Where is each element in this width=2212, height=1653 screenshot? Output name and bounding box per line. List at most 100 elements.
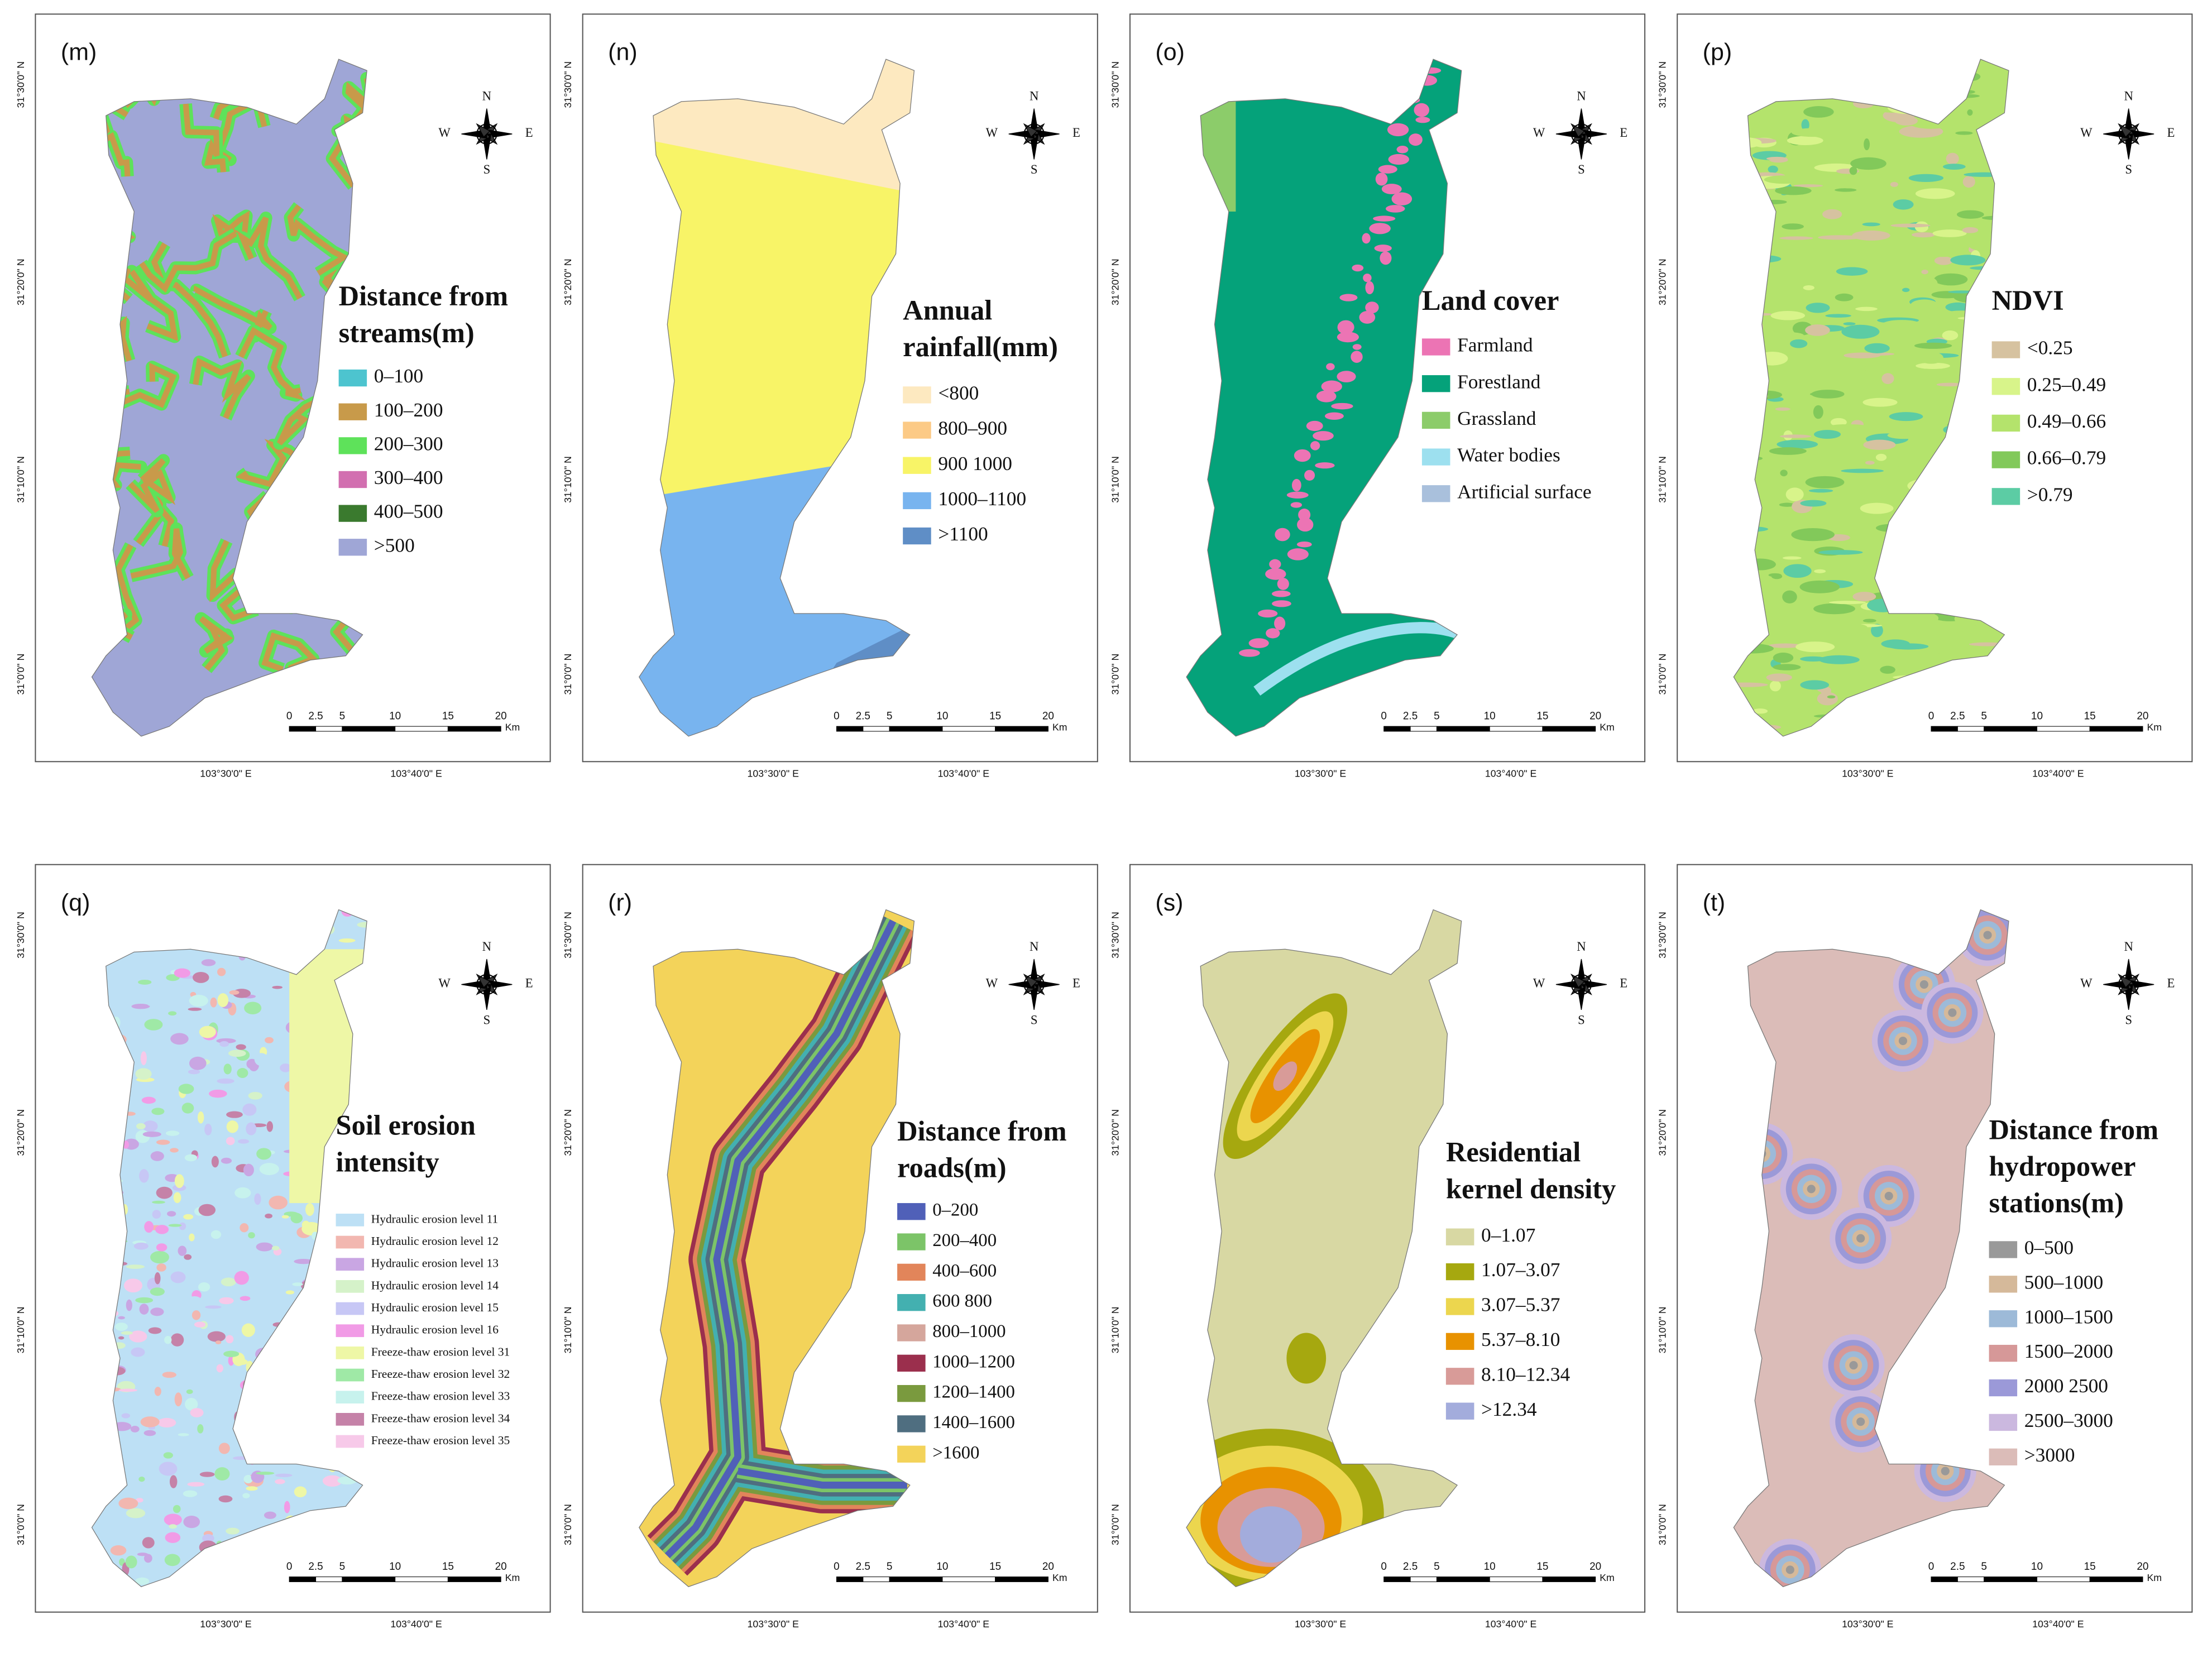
farmland-patch xyxy=(1385,205,1405,213)
scale-label: 15 xyxy=(1536,710,1548,722)
patch xyxy=(246,1486,258,1491)
patch xyxy=(1889,412,1923,421)
compass-ring xyxy=(2118,123,2139,145)
patch xyxy=(269,1195,288,1210)
patch xyxy=(197,1111,204,1124)
patch xyxy=(1841,324,1880,339)
compass-letter: W xyxy=(438,976,451,990)
patch xyxy=(1849,166,1857,175)
patch xyxy=(1880,665,1895,674)
scale-segment xyxy=(315,1577,343,1582)
watershed-outline xyxy=(1186,909,1462,1587)
scale-label: 15 xyxy=(442,710,454,722)
patch xyxy=(1875,453,1887,461)
patch xyxy=(198,1204,216,1216)
patch xyxy=(1942,330,1959,341)
patch xyxy=(179,1486,186,1500)
patch xyxy=(164,1513,182,1526)
patch xyxy=(143,1554,152,1563)
patch xyxy=(284,1211,299,1217)
lat-label: 31°30'0" N xyxy=(15,912,26,959)
patch xyxy=(1768,573,1782,577)
farmland-patch xyxy=(1272,600,1291,607)
patch xyxy=(1864,343,1890,353)
legend-label: 0–100 xyxy=(374,365,423,387)
patch xyxy=(1830,418,1847,427)
scale-segment xyxy=(1542,726,1596,732)
patch xyxy=(226,1137,235,1146)
patch xyxy=(163,1452,173,1459)
patch xyxy=(1783,564,1812,578)
patch xyxy=(152,1210,161,1219)
density-zone xyxy=(1286,1333,1327,1384)
patch xyxy=(209,1089,227,1098)
legend-title: stations(m) xyxy=(1989,1187,2124,1219)
patch xyxy=(219,1297,234,1305)
patch xyxy=(1913,612,1939,624)
legend-label: >12.34 xyxy=(1481,1398,1537,1420)
patch xyxy=(1955,131,1973,135)
scale-label: 20 xyxy=(1042,710,1054,722)
legend-label: >1600 xyxy=(932,1443,979,1463)
lat-label: 31°20'0" N xyxy=(15,1109,26,1156)
legend-swatch xyxy=(1421,375,1450,392)
patch xyxy=(1881,320,1923,331)
lon-label: 103°30'0" E xyxy=(748,768,799,779)
patch xyxy=(151,1108,165,1115)
lat-label: 31°10'0" N xyxy=(15,1307,26,1354)
patch xyxy=(244,1002,262,1014)
patch xyxy=(284,1501,290,1513)
patch xyxy=(142,1131,161,1137)
farmland-patch xyxy=(1315,462,1335,469)
farmland-patch xyxy=(1337,371,1356,382)
patch xyxy=(256,1472,275,1475)
panel-label: (n) xyxy=(608,39,637,65)
compass-letter: N xyxy=(2124,940,2133,954)
scale-label: 5 xyxy=(1434,710,1440,722)
scale-segment xyxy=(1542,1577,1596,1582)
compass-letter: E xyxy=(525,976,533,990)
lat-label: 31°0'0" N xyxy=(1109,654,1121,695)
scale-segment xyxy=(1957,1577,1985,1582)
patch xyxy=(1871,624,1883,638)
patch xyxy=(1834,623,1868,632)
patch xyxy=(1890,181,1898,187)
patch xyxy=(1890,223,1931,228)
patch xyxy=(281,1215,289,1219)
scale-segment xyxy=(1957,726,1985,732)
patch xyxy=(1752,708,1768,714)
patch xyxy=(1773,664,1801,670)
patch xyxy=(165,1532,181,1543)
patch xyxy=(1921,640,1960,654)
station-buffer xyxy=(1785,1565,1794,1574)
patch xyxy=(202,1534,214,1543)
legend-title: kernel density xyxy=(1446,1173,1616,1204)
legend-swatch xyxy=(897,1354,926,1372)
scale-label: 5 xyxy=(1981,1561,1987,1573)
legend-swatch xyxy=(338,471,367,488)
watershed-outline xyxy=(1733,909,2009,1587)
compass-letter: E xyxy=(2167,976,2175,990)
compass: N S W E xyxy=(438,940,533,1027)
patch xyxy=(1957,630,1983,644)
patch xyxy=(246,1058,258,1070)
stream-buffer xyxy=(183,103,227,173)
patch xyxy=(140,1051,147,1066)
patch xyxy=(1921,270,1928,275)
scale-label: 10 xyxy=(936,710,948,722)
compass-letter: S xyxy=(1031,1013,1038,1027)
compass: N S W E xyxy=(438,89,533,176)
patch xyxy=(215,1340,222,1344)
legend-label: 5.37–8.10 xyxy=(1481,1328,1560,1350)
patch xyxy=(1864,138,1870,151)
patch xyxy=(1844,352,1880,358)
scale-unit: Km xyxy=(505,1572,520,1583)
station-buffer xyxy=(1849,1361,1858,1370)
lat-label: 31°20'0" N xyxy=(562,1109,573,1156)
patch xyxy=(236,1044,246,1050)
legend-swatch xyxy=(1421,411,1450,429)
patch xyxy=(1782,590,1797,603)
farmland-patch xyxy=(1415,117,1430,123)
compass: N S W E xyxy=(2080,89,2175,176)
